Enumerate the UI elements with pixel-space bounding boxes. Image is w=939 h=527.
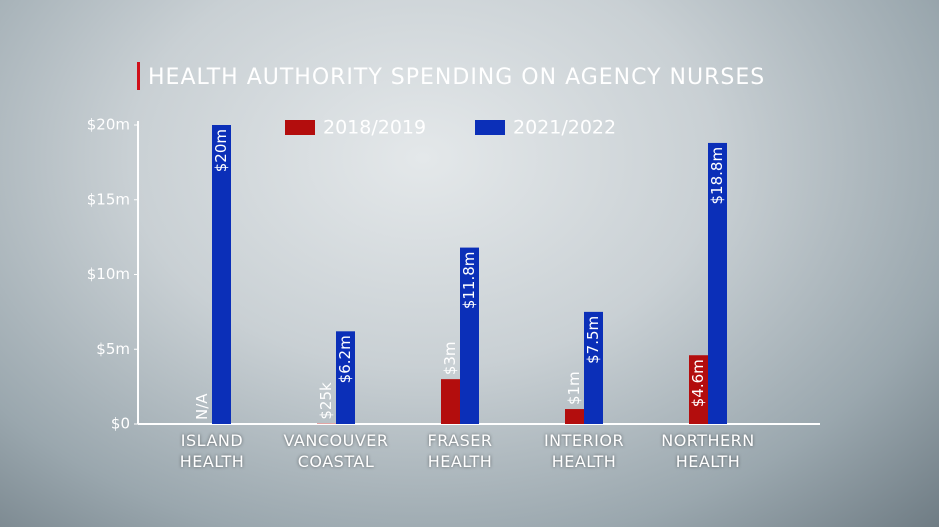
value-label: $6.2m [336, 335, 354, 383]
bar [584, 311, 603, 424]
bar [441, 379, 460, 424]
chart-title: HEALTH AUTHORITY SPENDING ON AGENCY NURS… [148, 65, 765, 90]
x-tick-label: NORTHERN HEALTH [661, 431, 755, 471]
y-tick-label: $5m [96, 340, 130, 358]
legend-swatch [285, 120, 315, 135]
value-label: $18.8m [708, 147, 726, 205]
bar [212, 125, 231, 424]
legend-label: 2021/2022 [513, 117, 616, 139]
value-label: $1m [565, 371, 583, 405]
bar [689, 355, 708, 424]
x-tick-label: INTERIOR HEALTH [543, 431, 625, 471]
x-tick-label: FRASER HEALTH [427, 431, 493, 471]
value-label: N/A [193, 393, 211, 420]
bar [460, 247, 479, 424]
value-label: $20m [212, 129, 230, 172]
value-label: $4.6m [689, 359, 707, 407]
y-tick-label: $15m [87, 190, 130, 208]
value-label: $3m [441, 341, 459, 375]
bar [336, 331, 355, 424]
x-tick-label: ISLAND HEALTH [179, 431, 245, 471]
y-tick-label: $20m [87, 116, 130, 134]
bar [708, 142, 727, 424]
y-tick-label: $10m [87, 265, 130, 283]
value-label: $11.8m [460, 252, 478, 310]
value-label: $25k [317, 382, 335, 420]
bar [565, 409, 584, 424]
y-tick-label: $0 [111, 415, 130, 433]
value-label: $7.5m [584, 316, 602, 364]
legend-swatch [475, 120, 505, 135]
title-accent [137, 62, 140, 90]
x-tick-label: VANCOUVER COASTAL [283, 431, 389, 471]
legend-label: 2018/2019 [323, 117, 426, 139]
